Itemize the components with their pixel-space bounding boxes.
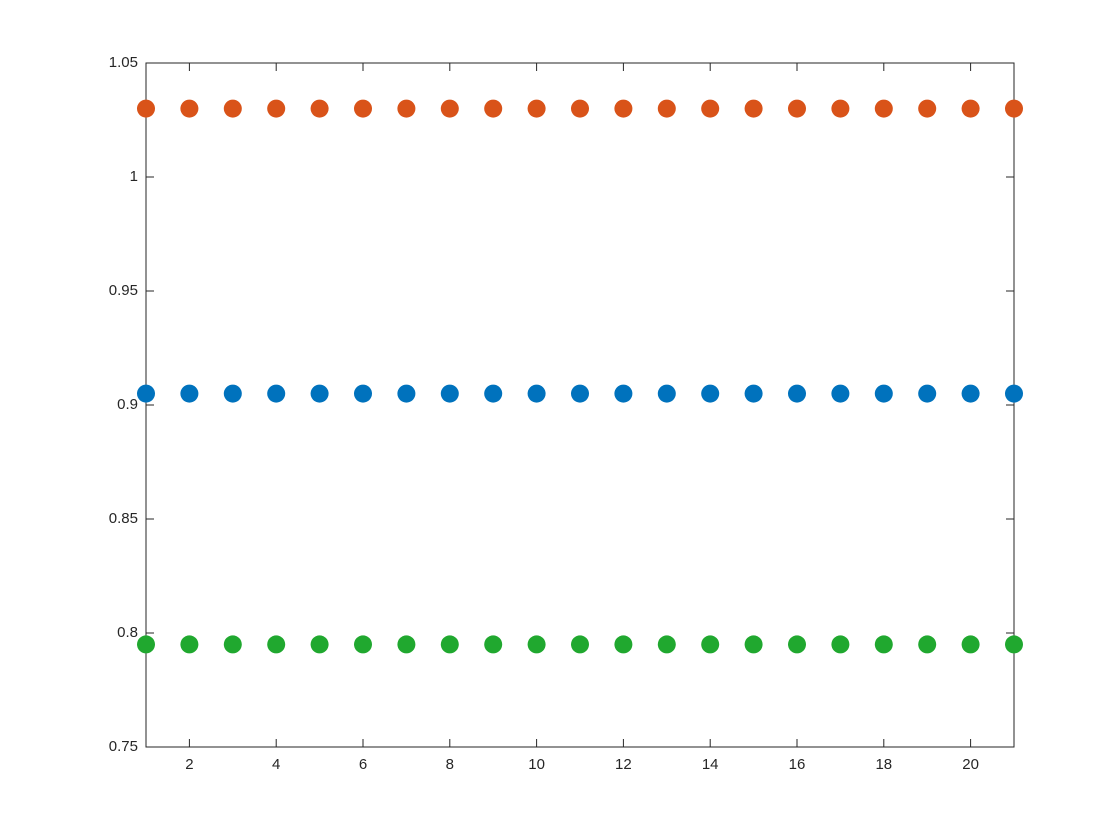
point (614, 99, 633, 118)
point (397, 99, 416, 118)
y-tick-label: 0.9 (117, 396, 138, 413)
point (918, 384, 937, 403)
point (961, 635, 980, 654)
point (310, 384, 329, 403)
point (788, 384, 806, 403)
point (527, 384, 546, 403)
x-tick-label: 8 (446, 756, 454, 773)
point (354, 99, 372, 118)
x-tick-label: 14 (702, 756, 719, 773)
y-tick-label: 0.75 (109, 738, 138, 755)
point (918, 99, 937, 118)
y-tick-label: 0.85 (109, 510, 138, 527)
x-tick-label: 16 (789, 756, 806, 773)
point (180, 384, 199, 403)
point (614, 384, 633, 403)
point (788, 635, 806, 654)
point (354, 635, 372, 654)
point (484, 99, 503, 118)
point (744, 384, 763, 403)
point (440, 99, 459, 118)
point (310, 99, 329, 118)
x-tick-label: 18 (875, 756, 892, 773)
point (267, 384, 286, 403)
point (831, 99, 850, 118)
point (180, 99, 199, 118)
point (397, 384, 416, 403)
point (310, 635, 329, 654)
point (571, 99, 589, 118)
point (223, 99, 242, 118)
point (874, 99, 893, 118)
y-tick-label: 0.95 (109, 282, 138, 299)
point (223, 635, 242, 654)
point (571, 635, 589, 654)
point (744, 635, 763, 654)
point (744, 99, 763, 118)
x-tick-label: 4 (272, 756, 280, 773)
point (874, 635, 893, 654)
x-tick-label: 20 (962, 756, 979, 773)
point (354, 384, 372, 403)
point (484, 635, 503, 654)
point (440, 635, 459, 654)
point (223, 384, 242, 403)
x-tick-label: 2 (185, 756, 193, 773)
point (961, 384, 980, 403)
point (137, 384, 155, 403)
point (657, 635, 676, 654)
y-tick-label: 1.05 (109, 54, 138, 71)
point (701, 384, 720, 403)
point (614, 635, 633, 654)
point (961, 99, 980, 118)
point (571, 384, 589, 403)
point (1005, 384, 1023, 403)
y-tick-label: 1 (130, 168, 138, 185)
point (527, 99, 546, 118)
point (527, 635, 546, 654)
point (484, 384, 503, 403)
x-tick-label: 6 (359, 756, 367, 773)
point (440, 384, 459, 403)
point (831, 384, 850, 403)
point (657, 99, 676, 118)
point (137, 99, 155, 118)
point (918, 635, 937, 654)
point (788, 99, 806, 118)
point (137, 635, 155, 654)
point (267, 99, 286, 118)
point (831, 635, 850, 654)
point (701, 635, 720, 654)
y-tick-label: 0.8 (117, 624, 138, 641)
point (1005, 99, 1023, 118)
point (1005, 635, 1023, 654)
point (874, 384, 893, 403)
point (180, 635, 199, 654)
point (657, 384, 676, 403)
x-tick-label: 12 (615, 756, 632, 773)
plot-box (145, 62, 1015, 748)
x-tick-label: 10 (528, 756, 545, 773)
point (397, 635, 416, 654)
point (267, 635, 286, 654)
point (701, 99, 720, 118)
